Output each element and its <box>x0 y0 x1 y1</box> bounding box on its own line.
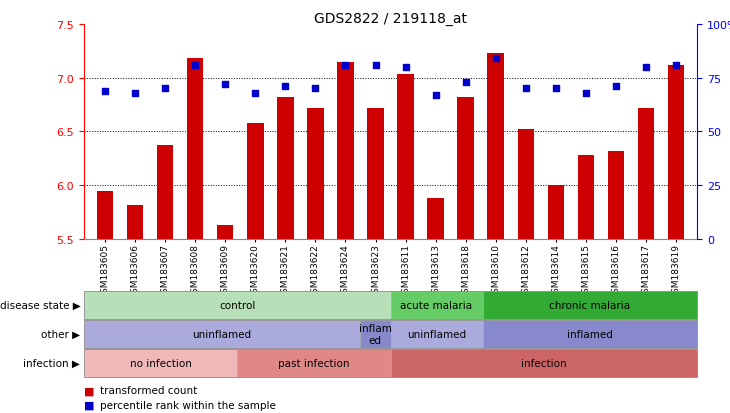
Bar <box>96 191 113 240</box>
Bar <box>367 109 384 240</box>
Bar <box>577 156 594 240</box>
Point <box>550 86 561 93</box>
Point <box>339 62 351 69</box>
Bar <box>127 205 143 240</box>
Point <box>189 62 201 69</box>
Text: inflamed: inflamed <box>567 329 612 339</box>
Point <box>129 90 141 97</box>
Point <box>280 84 291 90</box>
Text: uninflamed: uninflamed <box>193 329 251 339</box>
Text: infection ▶: infection ▶ <box>23 358 80 368</box>
Text: no infection: no infection <box>130 358 191 368</box>
Text: ■: ■ <box>84 385 94 395</box>
Bar <box>307 109 323 240</box>
Bar <box>187 59 204 240</box>
Text: infection: infection <box>521 358 566 368</box>
Point <box>99 88 111 95</box>
Bar <box>247 123 264 240</box>
Point <box>369 62 381 69</box>
Bar <box>157 146 173 240</box>
Text: transformed count: transformed count <box>100 385 197 395</box>
Bar <box>277 98 293 240</box>
Bar <box>337 62 354 240</box>
Text: percentile rank within the sample: percentile rank within the sample <box>100 400 276 410</box>
Text: inflam
ed: inflam ed <box>358 323 392 345</box>
Point <box>520 86 531 93</box>
Bar <box>217 225 234 240</box>
Point <box>580 90 592 97</box>
Text: uninflamed: uninflamed <box>407 329 466 339</box>
Text: control: control <box>219 300 256 310</box>
Bar <box>427 199 444 240</box>
Point <box>310 86 321 93</box>
Point <box>460 79 472 86</box>
Point <box>430 93 442 99</box>
Text: other ▶: other ▶ <box>41 329 80 339</box>
Text: past infection: past infection <box>278 358 350 368</box>
Point <box>640 64 652 71</box>
Bar <box>397 75 414 240</box>
Bar <box>607 152 624 240</box>
Point <box>670 62 682 69</box>
Point <box>220 82 231 88</box>
Text: chronic malaria: chronic malaria <box>549 300 631 310</box>
Bar <box>668 66 685 240</box>
Text: acute malaria: acute malaria <box>401 300 472 310</box>
Point <box>159 86 171 93</box>
Text: ■: ■ <box>84 400 94 410</box>
Point <box>250 90 261 97</box>
Point <box>400 64 412 71</box>
Point <box>610 84 622 90</box>
Point <box>490 56 502 62</box>
Text: GDS2822 / 219118_at: GDS2822 / 219118_at <box>314 12 467 26</box>
Bar <box>548 186 564 240</box>
Bar <box>458 98 474 240</box>
Bar <box>488 54 504 240</box>
Bar <box>518 130 534 240</box>
Bar <box>638 109 654 240</box>
Text: disease state ▶: disease state ▶ <box>0 300 80 310</box>
